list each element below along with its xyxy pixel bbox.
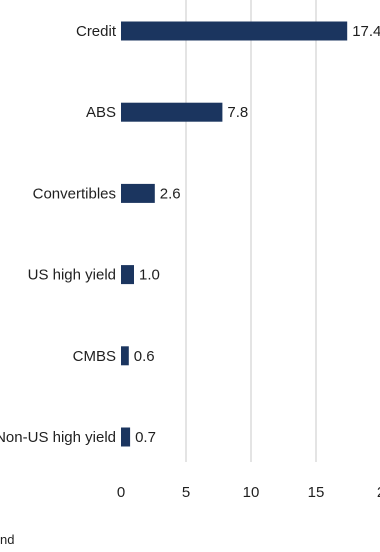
- category-label: Credit: [76, 23, 117, 40]
- x-tick-label: 5: [182, 484, 190, 501]
- bar: [121, 21, 348, 41]
- value-label: 0.7: [135, 429, 156, 446]
- category-label: US high yield: [28, 267, 116, 284]
- value-label: 2.6: [160, 185, 181, 202]
- bars: [121, 21, 348, 447]
- bar: [121, 265, 134, 285]
- bar: [121, 346, 129, 366]
- bar: [121, 427, 131, 447]
- labels: Credit 17.4 ABS 7.8 Convertibles 2.6 US high y…: [0, 23, 380, 446]
- x-tick-label: 10: [243, 484, 260, 501]
- value-label: 7.8: [227, 104, 248, 121]
- bar: [121, 102, 223, 122]
- value-label: 17.4: [352, 23, 380, 40]
- x-tick-label: 2: [377, 484, 380, 501]
- bar: [121, 183, 155, 203]
- x-tick-label: 15: [308, 484, 325, 501]
- gridlines: [185, 0, 317, 462]
- x-tick-label: 0: [117, 484, 125, 501]
- category-label: CMBS: [73, 348, 116, 365]
- value-label: 0.6: [134, 348, 155, 365]
- category-label: ABS: [86, 104, 116, 121]
- value-label: 1.0: [139, 267, 160, 284]
- x-axis-ticks: 0 5 10 15 2: [117, 484, 380, 501]
- category-label: Non-US high yield: [0, 429, 116, 446]
- category-label: Convertibles: [33, 185, 116, 202]
- footnote: nd: [0, 532, 15, 547]
